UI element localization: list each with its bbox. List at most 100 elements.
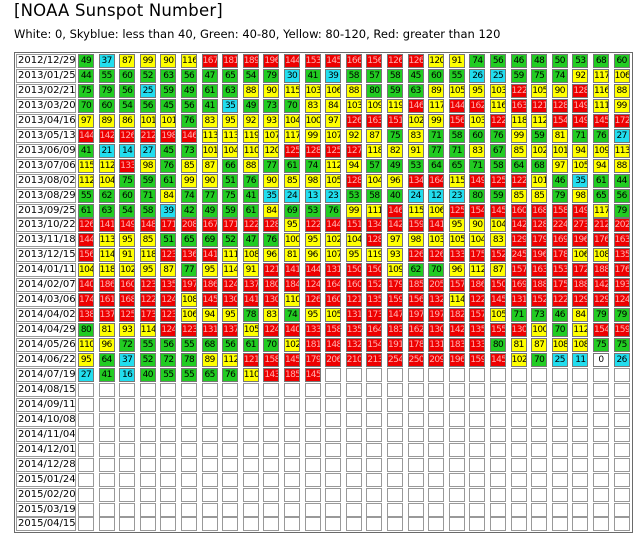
sunspot-cell: 89 <box>98 113 115 128</box>
sunspot-cell: 89 <box>428 83 445 98</box>
sunspot-cell: 112 <box>531 113 548 128</box>
sunspot-cell: 128 <box>345 173 362 188</box>
empty-cell <box>469 457 486 472</box>
sunspot-cell: 163 <box>531 263 548 278</box>
empty-cell <box>263 457 280 472</box>
sunspot-cell: 98 <box>572 188 589 203</box>
sunspot-cell: 101 <box>531 173 548 188</box>
sunspot-cell: 99 <box>304 128 321 143</box>
sunspot-cell: 95 <box>119 233 136 248</box>
empty-cell <box>201 427 218 442</box>
sunspot-cell: 182 <box>448 308 465 323</box>
empty-cell <box>78 412 94 427</box>
empty-cell <box>139 517 156 532</box>
empty-cell <box>222 397 239 412</box>
sunspot-cell: 99 <box>613 98 630 113</box>
sunspot-cell: 152 <box>490 248 506 263</box>
sunspot-cell: 105 <box>325 173 342 188</box>
sunspot-cell: 53 <box>304 203 321 218</box>
sunspot-cell: 72 <box>119 338 136 353</box>
empty-cell <box>613 397 630 412</box>
sunspot-cell: 79 <box>593 308 609 323</box>
empty-cell <box>407 517 424 532</box>
sunspot-cell: 122 <box>242 218 259 233</box>
sunspot-cell: 76 <box>490 128 506 143</box>
empty-cell <box>325 412 342 427</box>
sunspot-cell: 123 <box>160 248 177 263</box>
sunspot-cell: 103 <box>304 83 321 98</box>
sunspot-cell: 128 <box>366 233 383 248</box>
sunspot-cell: 184 <box>284 278 300 293</box>
empty-cell <box>263 487 280 502</box>
sunspot-cell: 132 <box>345 338 362 353</box>
empty-cell <box>572 442 589 457</box>
sunspot-cell: 122 <box>469 293 486 308</box>
sunspot-cell: 132 <box>428 293 445 308</box>
sunspot-cell: 189 <box>242 54 259 68</box>
sunspot-cell: 185 <box>407 278 424 293</box>
empty-cell <box>284 412 300 427</box>
empty-cell <box>572 412 589 427</box>
empty-cell <box>304 472 321 487</box>
sunspot-cell: 179 <box>531 233 548 248</box>
sunspot-cell: 152 <box>366 278 383 293</box>
sunspot-cell: 171 <box>160 218 177 233</box>
sunspot-cell: 212 <box>593 218 609 233</box>
sunspot-cell: 85 <box>531 188 548 203</box>
empty-cell <box>490 397 506 412</box>
sunspot-cell: 164 <box>428 173 445 188</box>
sunspot-cell: 59 <box>387 83 403 98</box>
empty-cell <box>325 487 342 502</box>
sunspot-cell: 128 <box>551 98 568 113</box>
sunspot-cell: 115 <box>78 158 94 173</box>
empty-cell <box>387 412 403 427</box>
sunspot-cell: 188 <box>593 263 609 278</box>
sunspot-cell: 94 <box>201 308 218 323</box>
sunspot-cell: 93 <box>263 113 280 128</box>
sunspot-cell: 26 <box>469 68 486 83</box>
empty-cell <box>139 502 156 517</box>
sunspot-cell: 54 <box>119 203 136 218</box>
sunspot-cell: 95 <box>469 83 486 98</box>
sunspot-cell: 113 <box>98 233 115 248</box>
empty-cell <box>593 472 609 487</box>
sunspot-cell: 40 <box>139 367 156 382</box>
sunspot-cell: 123 <box>139 278 156 293</box>
empty-cell <box>345 487 362 502</box>
sunspot-cell: 87 <box>366 128 383 143</box>
sunspot-cell: 175 <box>469 248 486 263</box>
sunspot-cell: 114 <box>222 263 239 278</box>
sunspot-cell: 106 <box>428 203 445 218</box>
sunspot-cell: 145 <box>490 293 506 308</box>
sunspot-cell: 116 <box>593 83 609 98</box>
sunspot-cell: 167 <box>201 54 218 68</box>
sunspot-cell: 87 <box>201 158 218 173</box>
sunspot-cell: 70 <box>551 323 568 338</box>
sunspot-cell: 206 <box>325 353 342 367</box>
empty-cell <box>201 472 218 487</box>
sunspot-cell: 69 <box>201 233 218 248</box>
sunspot-cell: 88 <box>345 83 362 98</box>
empty-cell <box>263 382 280 397</box>
sunspot-cell: 0 <box>593 353 609 367</box>
sunspot-cell: 58 <box>139 203 156 218</box>
sunspot-cell: 119 <box>242 128 259 143</box>
sunspot-cell: 77 <box>263 158 280 173</box>
empty-cell <box>139 442 156 457</box>
empty-cell <box>181 472 197 487</box>
sunspot-cell: 186 <box>98 278 115 293</box>
empty-cell <box>181 397 197 412</box>
empty-cell <box>407 397 424 412</box>
sunspot-cell: 108 <box>242 248 259 263</box>
sunspot-cell: 85 <box>181 158 197 173</box>
sunspot-cell: 130 <box>428 323 445 338</box>
sunspot-cell: 126 <box>345 113 362 128</box>
sunspot-cell: 188 <box>572 278 589 293</box>
sunspot-cell: 95 <box>304 308 321 323</box>
empty-cell <box>366 427 383 442</box>
sunspot-cell: 197 <box>181 278 197 293</box>
empty-cell <box>345 397 362 412</box>
sunspot-cell: 25 <box>139 83 156 98</box>
sunspot-cell: 224 <box>551 218 568 233</box>
sunspot-cell: 164 <box>325 278 342 293</box>
